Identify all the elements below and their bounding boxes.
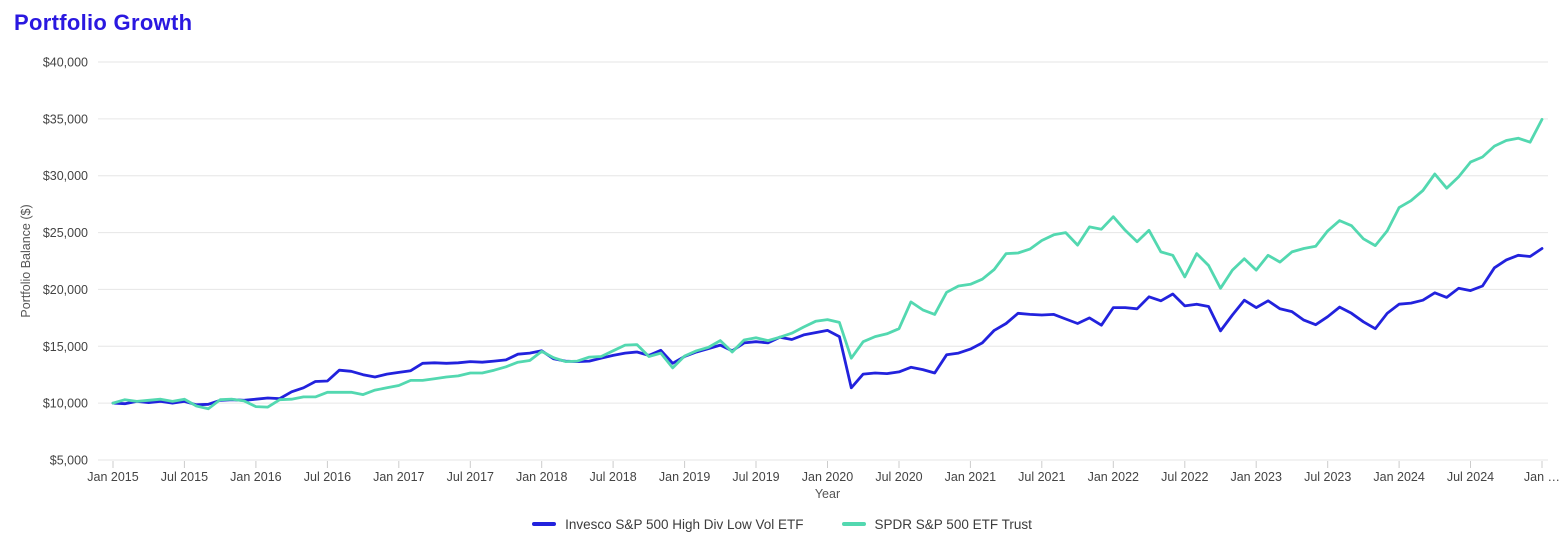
series-line-invesco[interactable] — [111, 247, 1544, 407]
y-tick-label: $40,000 — [43, 56, 88, 70]
x-tick-label: Jan … — [1524, 470, 1560, 484]
y-tick-label: $20,000 — [43, 283, 88, 297]
y-tick-label: $35,000 — [43, 112, 88, 126]
x-tick-label: Jan 2018 — [516, 470, 567, 484]
x-tick-label: Jul 2019 — [732, 470, 779, 484]
legend-item-invesco[interactable]: Invesco S&P 500 High Div Low Vol ETF — [532, 516, 804, 532]
x-tick-label: Jul 2022 — [1161, 470, 1208, 484]
legend-label-spdr: SPDR S&P 500 ETF Trust — [874, 516, 1032, 532]
x-tick-label: Jul 2016 — [304, 470, 351, 484]
x-tick-label: Jan 2020 — [802, 470, 853, 484]
legend: Invesco S&P 500 High Div Low Vol ETF SPD… — [0, 512, 1564, 536]
y-tick-label: $30,000 — [43, 169, 88, 183]
chart-area: $5,000 $10,000 $15,000 $20,000 $25,000 $30,00… — [0, 40, 1564, 506]
x-tick-label: Jul 2021 — [1018, 470, 1065, 484]
series-line-spdr[interactable] — [111, 118, 1544, 411]
x-tick-label: Jan 2022 — [1088, 470, 1139, 484]
x-tick-label: Jul 2024 — [1447, 470, 1494, 484]
x-tick-label: Jul 2020 — [875, 470, 922, 484]
x-tick-label: Jul 2023 — [1304, 470, 1351, 484]
x-tick-label: Jul 2018 — [589, 470, 636, 484]
x-tick-label: Jan 2016 — [230, 470, 281, 484]
legend-label-invesco: Invesco S&P 500 High Div Low Vol ETF — [565, 516, 804, 532]
y-tick-label: $15,000 — [43, 340, 88, 354]
growth-chart[interactable]: $5,000 $10,000 $15,000 $20,000 $25,000 $30,00… — [0, 40, 1564, 506]
legend-item-spdr[interactable]: SPDR S&P 500 ETF Trust — [841, 516, 1032, 532]
y-tick-label: $25,000 — [43, 226, 88, 240]
x-tick-label: Jan 2021 — [945, 470, 996, 484]
y-axis-title: Portfolio Balance ($) — [19, 204, 33, 317]
y-tick-label: $10,000 — [43, 397, 88, 411]
legend-swatch-spdr — [841, 522, 866, 526]
x-tick-label: Jan 2024 — [1373, 470, 1424, 484]
x-tick-label: Jul 2015 — [161, 470, 208, 484]
header: Portfolio Growth — [0, 0, 1564, 36]
x-tick-label: Jan 2017 — [373, 470, 424, 484]
x-tick-label: Jan 2015 — [87, 470, 138, 484]
page-title: Portfolio Growth — [14, 10, 193, 35]
y-tick-label: $5,000 — [50, 454, 88, 468]
x-tick-label: Jul 2017 — [447, 470, 494, 484]
legend-swatch-invesco — [532, 522, 557, 526]
x-tick-label: Jan 2023 — [1230, 470, 1281, 484]
x-tick-label: Jan 2019 — [659, 470, 710, 484]
x-axis-title: Year — [815, 487, 840, 501]
